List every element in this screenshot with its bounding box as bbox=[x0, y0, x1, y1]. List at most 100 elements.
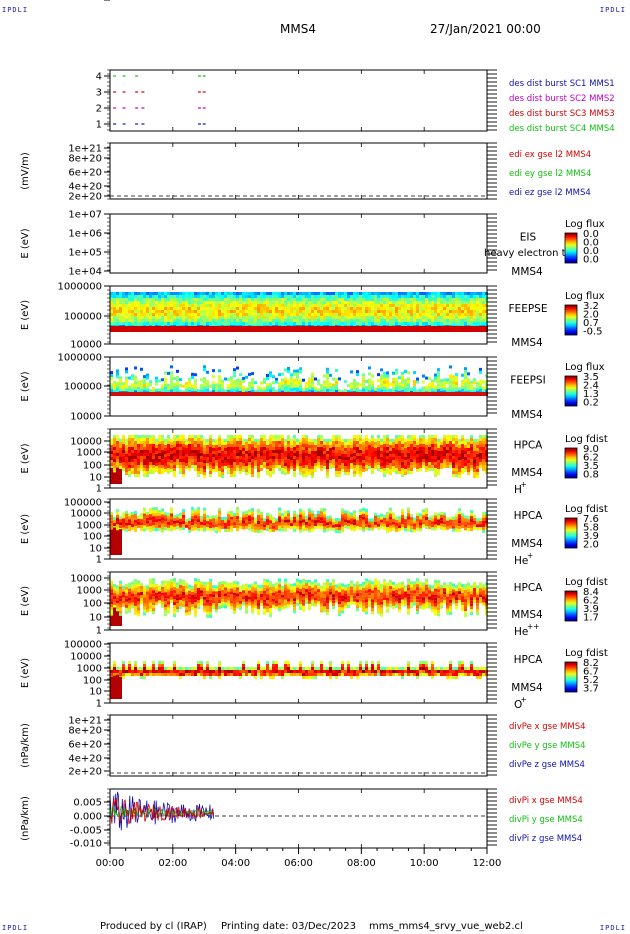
spectrogram-cell bbox=[368, 518, 371, 522]
spectrogram-cell bbox=[281, 453, 284, 456]
spectrogram-cell bbox=[110, 457, 113, 460]
spectrogram-cell bbox=[350, 313, 353, 316]
spectrogram-cell bbox=[278, 447, 281, 450]
spectrogram-cell bbox=[407, 295, 410, 298]
spectrogram-cell bbox=[143, 468, 146, 471]
spectrogram-cell bbox=[251, 450, 254, 453]
spectrogram-cell bbox=[293, 441, 296, 444]
spectrogram-cell bbox=[242, 460, 245, 463]
spectrogram-cell bbox=[332, 462, 335, 465]
spectrogram-cell bbox=[404, 392, 407, 396]
spectrogram-cell bbox=[263, 389, 266, 393]
spectrogram-cell bbox=[374, 310, 377, 313]
spectrogram-cell bbox=[440, 326, 443, 332]
spectrogram-cell bbox=[149, 292, 152, 295]
spectrogram-cell bbox=[194, 388, 197, 392]
spectrogram-cell bbox=[230, 513, 233, 517]
spectrogram-cell bbox=[206, 518, 209, 522]
spectrogram-cell bbox=[269, 292, 272, 295]
spectrogram-cell bbox=[320, 316, 323, 319]
spectrogram-cell bbox=[221, 326, 224, 332]
colorbar-tick-label: -0.5 bbox=[583, 326, 603, 337]
spectrogram-cell bbox=[317, 435, 320, 438]
spectrogram-cell bbox=[455, 516, 458, 520]
spectrogram-cell bbox=[230, 471, 233, 474]
spacecraft-label: MMS4 bbox=[511, 337, 543, 349]
spectrogram-cell bbox=[140, 304, 143, 307]
spectrogram-cell bbox=[149, 383, 152, 387]
spectrogram-cell bbox=[251, 295, 254, 298]
spectrogram-cell bbox=[392, 463, 395, 466]
spectrogram-cell bbox=[287, 525, 290, 529]
spectrogram-cell bbox=[125, 442, 128, 445]
spectrogram-cell bbox=[323, 301, 326, 304]
spectrogram-cell bbox=[449, 465, 452, 468]
spectrogram-cell bbox=[155, 463, 158, 466]
spectrogram-cell bbox=[128, 298, 131, 301]
spectrogram-cell bbox=[362, 516, 365, 520]
spectrogram-cell bbox=[164, 326, 167, 332]
spectrogram-cell bbox=[236, 295, 239, 298]
spectrogram-cell bbox=[413, 462, 416, 465]
spectrogram-cell bbox=[218, 456, 221, 459]
spectrogram-cell bbox=[422, 380, 425, 384]
spectrogram-cell bbox=[353, 438, 356, 441]
spectrogram-cell bbox=[446, 310, 449, 313]
spectrogram-cell bbox=[269, 386, 272, 390]
spectrogram-cell bbox=[470, 292, 473, 295]
spectrogram-cell bbox=[413, 292, 416, 295]
spectrogram-cell bbox=[443, 392, 446, 396]
spectrogram-cell bbox=[254, 301, 257, 304]
spectrogram-cell bbox=[152, 316, 155, 319]
spectrogram-cell bbox=[413, 435, 416, 438]
spectrogram-cell bbox=[416, 463, 419, 466]
spectrogram-cell bbox=[383, 316, 386, 319]
spectrogram-cell bbox=[113, 316, 116, 319]
spectrogram-cell bbox=[134, 292, 137, 295]
spectrogram-cell bbox=[395, 468, 398, 471]
spectrogram-cell bbox=[389, 522, 392, 526]
spectrogram-cell bbox=[422, 444, 425, 447]
spectrogram-cell bbox=[293, 381, 296, 385]
spectrogram-cell bbox=[167, 313, 170, 316]
spectrogram-cell bbox=[440, 310, 443, 313]
spectrogram-cell bbox=[230, 525, 233, 529]
spectrogram-cell bbox=[371, 310, 374, 313]
spectrogram-cell bbox=[251, 525, 254, 529]
spectrogram-cell bbox=[440, 322, 443, 325]
spectrogram-cell bbox=[215, 383, 218, 387]
spectrogram-cell bbox=[452, 301, 455, 304]
spectrogram-cell bbox=[242, 451, 245, 454]
spectrogram-cell bbox=[461, 379, 464, 383]
legend-entry: des dist burst SC2 MMS2 bbox=[509, 94, 615, 104]
spectrogram-cell bbox=[419, 388, 422, 392]
spectrogram-cell bbox=[146, 450, 149, 453]
spectrogram-cell bbox=[233, 386, 236, 390]
spectrogram-cell bbox=[221, 466, 224, 469]
spectrogram-cell bbox=[110, 383, 113, 387]
spectrogram-cell bbox=[221, 475, 224, 478]
spectrogram-cell bbox=[128, 392, 131, 396]
spectrogram-cell bbox=[209, 462, 212, 465]
spectrogram-cell bbox=[146, 444, 149, 447]
spectrogram-cell bbox=[305, 295, 308, 298]
spectrogram-cell bbox=[446, 316, 449, 319]
spectrogram-cell bbox=[359, 509, 362, 513]
spectrogram-cell bbox=[371, 326, 374, 332]
spectrogram-cell bbox=[347, 463, 350, 466]
spectrogram-cell bbox=[155, 376, 158, 380]
spectrogram-cell bbox=[281, 450, 284, 453]
spectrogram-cell bbox=[245, 295, 248, 298]
spectrogram-cell bbox=[470, 307, 473, 310]
spectrogram-cell bbox=[341, 319, 344, 322]
spectrogram-cell bbox=[395, 525, 398, 529]
spectrogram-cell bbox=[314, 292, 317, 295]
spectrogram-cell bbox=[152, 438, 155, 441]
spectrogram-cell bbox=[434, 447, 437, 450]
spectrogram-cell bbox=[173, 471, 176, 474]
spectrogram-cell bbox=[119, 463, 122, 466]
spectrogram-cell bbox=[275, 295, 278, 298]
spectrogram-cell bbox=[242, 469, 245, 472]
spectrogram-cell bbox=[230, 310, 233, 313]
spectrogram-cell bbox=[194, 313, 197, 316]
